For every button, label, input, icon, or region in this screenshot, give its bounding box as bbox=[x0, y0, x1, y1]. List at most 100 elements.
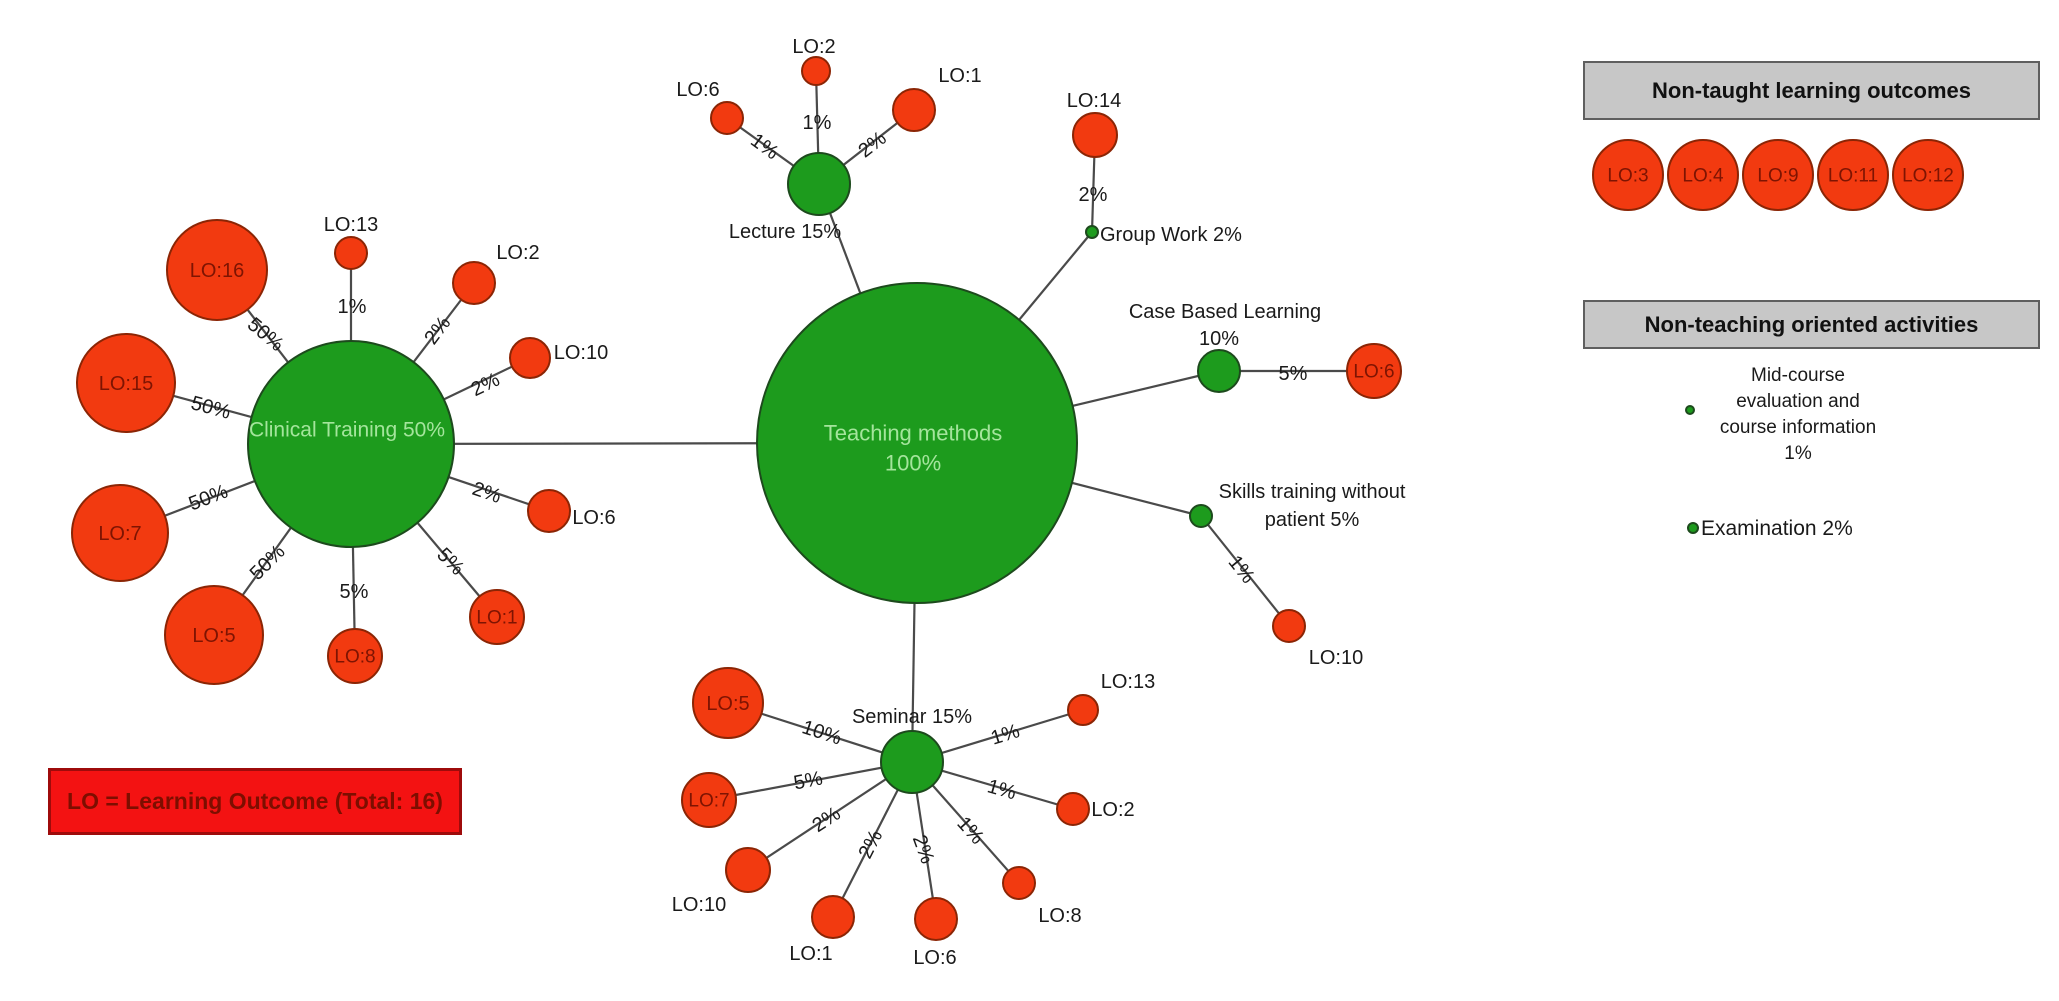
examination-label: Examination 2% bbox=[1701, 517, 1853, 540]
node-sem-lo1[interactable] bbox=[811, 895, 855, 939]
node-ct-lo7-label: LO:7 bbox=[98, 523, 141, 545]
node-nt-lo12[interactable] bbox=[1892, 139, 1964, 211]
label-lo-13: LO:13 bbox=[1101, 671, 1155, 693]
node-ct-lo1-label: LO:1 bbox=[476, 608, 517, 629]
node-ct-lo13[interactable] bbox=[334, 236, 368, 270]
label-lo-13: LO:13 bbox=[324, 214, 378, 236]
node-nt-lo9[interactable] bbox=[1742, 139, 1814, 211]
node-clinical[interactable] bbox=[247, 340, 455, 548]
edge-label-1pct: 1% bbox=[985, 775, 1019, 804]
node-seminar[interactable] bbox=[880, 730, 944, 794]
node-ct-lo2[interactable] bbox=[452, 261, 496, 305]
node-lec-lo6[interactable] bbox=[710, 101, 744, 135]
node-ct-lo10[interactable] bbox=[509, 337, 551, 379]
node-ct-lo8[interactable] bbox=[327, 628, 383, 684]
node-ct-lo16[interactable] bbox=[166, 219, 268, 321]
node-sem-lo5[interactable] bbox=[692, 667, 764, 739]
mid-course-line-1: Mid-course bbox=[1751, 365, 1845, 386]
node-sk-lo10[interactable] bbox=[1272, 609, 1306, 643]
node-sem-lo2[interactable] bbox=[1056, 792, 1090, 826]
node-teaching-text-1: 100% bbox=[885, 451, 941, 476]
edge-label-2pct: 2% bbox=[469, 478, 504, 508]
edge-label-2pct: 2% bbox=[808, 803, 844, 837]
edge-label-50pct: 50% bbox=[186, 480, 231, 515]
label-lo-6: LO:6 bbox=[913, 947, 956, 969]
edge-label-5pct: 5% bbox=[1279, 363, 1308, 385]
label-skills-training-without: Skills training without bbox=[1219, 481, 1406, 503]
edge-label-5pct: 5% bbox=[432, 544, 468, 580]
label-lo-2: LO:2 bbox=[792, 36, 835, 58]
edge-label-2pct: 2% bbox=[908, 832, 939, 867]
node-ct-lo8-label: LO:8 bbox=[334, 647, 375, 668]
learning-outcome-legend: LO = Learning Outcome (Total: 16) bbox=[48, 768, 462, 835]
mid-course-line-2: evaluation and bbox=[1736, 391, 1860, 412]
edge-label-10pct: 10% bbox=[799, 716, 844, 749]
label-lo-6: LO:6 bbox=[676, 79, 719, 101]
edge-skills-dot-sk-lo10 bbox=[1200, 515, 1290, 627]
node-ct-lo1[interactable] bbox=[469, 589, 525, 645]
label-lo-10: LO:10 bbox=[1309, 647, 1363, 669]
node-sem-lo5-label: LO:5 bbox=[706, 693, 749, 715]
label-patient-5pct: patient 5% bbox=[1265, 509, 1360, 531]
mid-course-evaluation-label: Mid-course evaluation and course informa… bbox=[1698, 363, 1898, 467]
node-nt-lo3-label: LO:3 bbox=[1607, 166, 1648, 187]
node-nt-lo12-label: LO:12 bbox=[1902, 166, 1954, 187]
label-lo-1: LO:1 bbox=[789, 943, 832, 965]
edge-label-50pct: 50% bbox=[189, 392, 234, 424]
label-lo-6: LO:6 bbox=[572, 507, 615, 529]
mid-course-line-3: course information bbox=[1719, 417, 1877, 438]
edge-label-1pct: 1% bbox=[803, 112, 832, 134]
node-sem-lo8[interactable] bbox=[1002, 866, 1036, 900]
node-lec-lo1[interactable] bbox=[892, 88, 936, 132]
node-ct-lo16-label: LO:16 bbox=[190, 260, 244, 282]
node-ct-lo15[interactable] bbox=[76, 333, 176, 433]
node-cbl-lo6-label: LO:6 bbox=[1353, 362, 1394, 383]
node-ct-lo7[interactable] bbox=[71, 484, 169, 582]
node-gw-dot[interactable] bbox=[1085, 225, 1099, 239]
edge-label-2pct: 2% bbox=[855, 826, 888, 862]
node-cbl-lo6[interactable] bbox=[1346, 343, 1402, 399]
node-teaching-text-0: Teaching methods bbox=[824, 421, 1003, 446]
edge-seminar-sem-lo10 bbox=[747, 761, 913, 871]
label-lo-2: LO:2 bbox=[496, 242, 539, 264]
node-sem-lo10[interactable] bbox=[725, 847, 771, 893]
node-cbl[interactable] bbox=[1197, 349, 1241, 393]
node-teaching[interactable] bbox=[756, 282, 1078, 604]
node-nt-lo9-label: LO:9 bbox=[1757, 166, 1798, 187]
edge-label-2pct: 2% bbox=[1079, 184, 1108, 206]
edge-label-2pct: 2% bbox=[420, 312, 455, 348]
node-gw-lo14[interactable] bbox=[1072, 112, 1118, 158]
label-lo-10: LO:10 bbox=[672, 894, 726, 916]
node-nt-lo4[interactable] bbox=[1667, 139, 1739, 211]
label-group-work-2pct: Group Work 2% bbox=[1100, 224, 1242, 246]
label-case-based-learning: Case Based Learning bbox=[1129, 301, 1321, 323]
node-sem-lo13[interactable] bbox=[1067, 694, 1099, 726]
node-clinical-text-0: Clinical Training 50% bbox=[249, 418, 445, 441]
node-sem-lo7[interactable] bbox=[681, 772, 737, 828]
label-lo-10: LO:10 bbox=[554, 342, 608, 364]
node-ct-lo6[interactable] bbox=[527, 489, 571, 533]
node-exam-dot[interactable] bbox=[1687, 522, 1699, 534]
label-lo-14: LO:14 bbox=[1067, 90, 1121, 112]
node-nt-lo3[interactable] bbox=[1592, 139, 1664, 211]
node-nt-lo4-label: LO:4 bbox=[1682, 166, 1724, 187]
node-sem-lo7-label: LO:7 bbox=[688, 791, 729, 812]
label-lo-1: LO:1 bbox=[938, 65, 981, 87]
node-skills-dot[interactable] bbox=[1189, 504, 1213, 528]
label-lecture-15pct: Lecture 15% bbox=[729, 221, 842, 243]
node-lecture[interactable] bbox=[787, 152, 851, 216]
node-nt-lo11-label: LO:11 bbox=[1828, 166, 1878, 187]
label-lo-2: LO:2 bbox=[1091, 799, 1134, 821]
node-mid-dot[interactable] bbox=[1685, 405, 1695, 415]
node-nt-lo11[interactable] bbox=[1817, 139, 1889, 211]
edge-seminar-sem-lo7 bbox=[708, 760, 913, 802]
edge-label-5pct: 5% bbox=[792, 767, 825, 794]
edge-label-5pct: 5% bbox=[340, 581, 369, 603]
node-lec-lo2[interactable] bbox=[801, 56, 831, 86]
node-ct-lo15-label: LO:15 bbox=[99, 373, 153, 395]
label-10pct: 10% bbox=[1199, 328, 1239, 350]
node-ct-lo5[interactable] bbox=[164, 585, 264, 685]
node-sem-lo6[interactable] bbox=[914, 897, 958, 941]
